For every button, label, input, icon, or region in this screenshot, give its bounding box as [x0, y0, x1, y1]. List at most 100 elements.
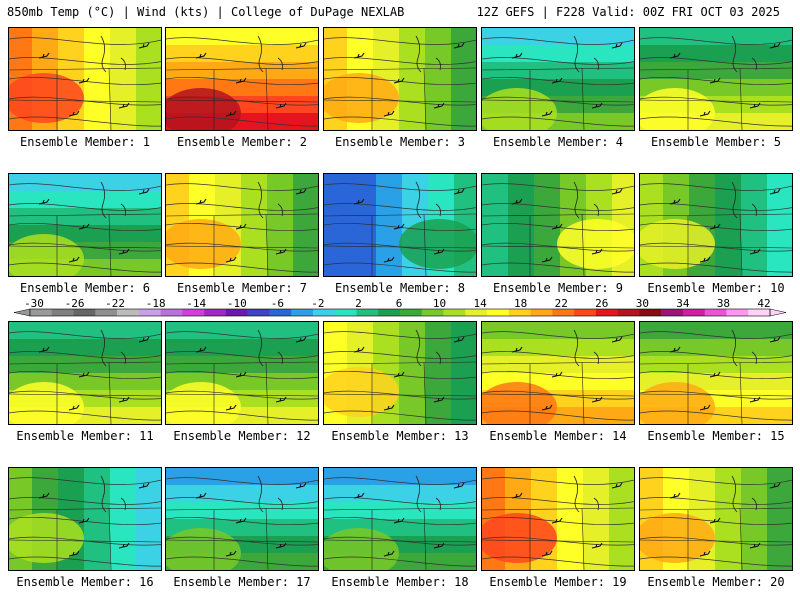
- header-valid-time: 12Z GEFS | F228 Valid: 00Z FRI OCT 03 20…: [476, 5, 780, 19]
- height-contour: [9, 390, 161, 400]
- height-contour: [482, 351, 634, 359]
- wind-barb: [225, 550, 237, 557]
- colorbar-tick-label: 38: [716, 297, 731, 310]
- ensemble-member-label: Ensemble Member: 6: [19, 281, 151, 295]
- wind-barb: [353, 492, 365, 499]
- colorbar-swatch: [378, 309, 401, 316]
- temperature-band: [9, 322, 161, 340]
- height-contour: [9, 477, 161, 485]
- wind-barb: [235, 371, 247, 378]
- wind-barb: [235, 517, 247, 524]
- colorbar-tick-label: 30: [635, 297, 649, 310]
- height-contour: [166, 390, 318, 400]
- height-contour: [482, 477, 634, 485]
- wind-barb: [591, 396, 603, 403]
- height-contour: [324, 370, 476, 380]
- temperature-band: [450, 28, 476, 130]
- height-contour: [640, 242, 792, 252]
- wind-barb: [541, 110, 553, 117]
- colorbar-swatch: [508, 309, 531, 316]
- warm-anomaly: [482, 382, 557, 424]
- height-contour: [324, 410, 476, 421]
- height-contour: [324, 96, 476, 106]
- wind-barb: [275, 542, 287, 549]
- wind-barb: [68, 110, 80, 117]
- height-contour: [482, 556, 634, 567]
- temperature-band: [9, 339, 161, 357]
- colorbar-swatch: [617, 309, 640, 316]
- ensemble-map-panel: [639, 321, 793, 425]
- height-contour: [640, 351, 792, 359]
- wind-barb: [769, 42, 781, 49]
- warm-anomaly: [640, 382, 715, 424]
- wind-barb: [611, 42, 623, 49]
- height-contour: [9, 57, 161, 65]
- ensemble-member-label: Ensemble Member: 7: [176, 281, 308, 295]
- wind-barb: [78, 77, 90, 84]
- wind-barb: [118, 396, 130, 403]
- ensemble-map-panel: [165, 467, 319, 571]
- wind-barb: [225, 110, 237, 117]
- lake-outline: [573, 329, 599, 367]
- state-borders: [324, 507, 476, 570]
- state-borders: [640, 361, 792, 424]
- temperature-band: [324, 502, 476, 520]
- colorbar-swatch: [595, 309, 618, 316]
- height-contour: [9, 370, 161, 380]
- wind-barb: [699, 550, 711, 557]
- height-contour: [9, 410, 161, 421]
- colorbar-tick-label: -14: [186, 297, 207, 310]
- height-contour: [640, 262, 792, 273]
- height-contour: [9, 262, 161, 273]
- state-borders: [9, 213, 161, 276]
- colorbar-swatch: [421, 309, 444, 316]
- height-contour: [9, 116, 161, 127]
- height-contour: [324, 390, 476, 400]
- wind-barb: [195, 52, 207, 59]
- temperature-band: [714, 174, 741, 276]
- height-contour: [166, 242, 318, 252]
- colorbar-swatch: [73, 309, 96, 316]
- wind-barb: [393, 77, 405, 84]
- height-contour: [166, 370, 318, 380]
- lake-outline: [573, 475, 599, 513]
- ensemble-member-label: Ensemble Member: 14: [489, 429, 627, 443]
- wind-barb: [383, 256, 395, 263]
- wind-barb: [611, 336, 623, 343]
- height-contour: [9, 497, 161, 505]
- height-contour: [324, 556, 476, 567]
- state-borders: [166, 213, 318, 276]
- ensemble-map-panel: [165, 321, 319, 425]
- colorbar-tick-label: -2: [311, 297, 325, 310]
- colorbar-tick-label: 42: [757, 297, 771, 310]
- height-contour: [9, 351, 161, 359]
- header-title: 850mb Temp (°C) | Wind (kts) | College o…: [7, 5, 405, 19]
- height-contour: [482, 410, 634, 421]
- colorbar-swatch: [204, 309, 227, 316]
- wind-barb: [195, 492, 207, 499]
- temperature-band: [9, 356, 161, 374]
- colorbar-tick-label: 34: [676, 297, 690, 310]
- height-contour: [166, 516, 318, 526]
- temperature-band: [482, 62, 634, 80]
- wind-barb: [295, 42, 307, 49]
- wind-barb: [118, 542, 130, 549]
- height-contour: [166, 477, 318, 485]
- height-contour: [482, 203, 634, 211]
- ensemble-map-panel: [639, 173, 793, 277]
- ensemble-map-panel: [8, 321, 162, 425]
- height-contour: [482, 497, 634, 505]
- colorbar-tick-label: -10: [226, 297, 247, 310]
- temperature-band: [109, 468, 136, 570]
- warm-anomaly: [324, 73, 399, 123]
- wind-barb: [68, 550, 80, 557]
- ensemble-map-panel: [323, 173, 477, 277]
- height-contour: [482, 76, 634, 86]
- wind-barb: [38, 52, 50, 59]
- wind-barb: [353, 346, 365, 353]
- state-borders: [324, 213, 476, 276]
- ensemble-member-label: Ensemble Member: 12: [173, 429, 311, 443]
- temperature-band: [556, 468, 583, 570]
- lake-outline: [573, 35, 599, 73]
- ensemble-map-panel: [323, 27, 477, 131]
